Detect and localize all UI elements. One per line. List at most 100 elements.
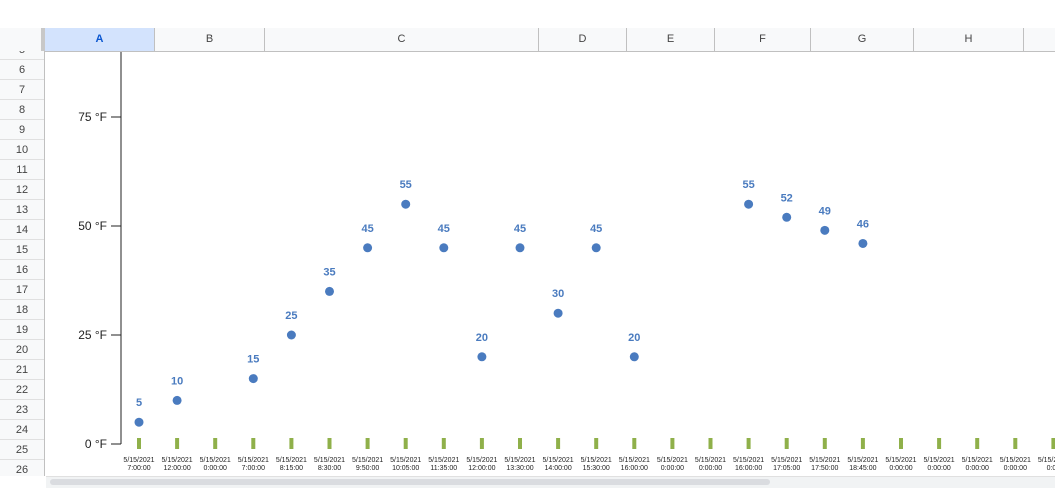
baseline-marker <box>327 438 332 449</box>
baseline-marker <box>708 438 713 449</box>
x-tick-time: 18:45:00 <box>849 465 876 472</box>
baseline-marker <box>746 438 751 449</box>
x-tick-date: 5/15/2021 <box>200 457 231 464</box>
column-header-b[interactable]: B <box>155 28 265 51</box>
baseline-marker <box>403 438 408 449</box>
row-header-22[interactable]: 22 <box>0 380 44 400</box>
sheet-grid[interactable]: 0 °F 25 °F 50 °F 75 °F 5/15/2021 7:00:00 5/15/… <box>46 52 1055 476</box>
row-header-13[interactable]: 13 <box>0 200 44 220</box>
scatter-chart[interactable]: 0 °F25 °F50 °F75 °F5/15/20217:00:005/15/… <box>46 52 1055 476</box>
row-header-10[interactable]: 10 <box>0 140 44 160</box>
x-tick-time: 8:30:00 <box>318 465 341 472</box>
x-tick-date: 5/15/2021 <box>428 457 459 464</box>
x-tick-time: 15:30:00 <box>583 465 610 472</box>
x-tick-date: 5/15/2021 <box>543 457 574 464</box>
data-label: 20 <box>628 332 640 344</box>
scrollbar-thumb[interactable] <box>50 479 770 485</box>
y-tick-label: 50 °F <box>78 219 107 233</box>
x-tick-time: 0:00 <box>1047 465 1055 472</box>
baseline-marker <box>213 438 218 449</box>
row-header-25[interactable]: 25 <box>0 440 44 460</box>
row-header-23[interactable]: 23 <box>0 400 44 420</box>
column-header-e[interactable]: E <box>627 28 715 51</box>
baseline-marker <box>632 438 637 449</box>
x-tick-date: 5/15/2021 <box>1000 457 1031 464</box>
x-tick-time: 0:00:00 <box>889 465 912 472</box>
data-point[interactable] <box>401 199 411 209</box>
baseline-marker <box>441 438 446 449</box>
data-label: 5 <box>136 397 142 409</box>
row-header-6[interactable]: 6 <box>0 60 44 80</box>
data-label: 10 <box>171 375 183 387</box>
row-header-7[interactable]: 7 <box>0 80 44 100</box>
x-tick-time: 16:00:00 <box>735 465 762 472</box>
horizontal-scrollbar[interactable] <box>46 476 1055 488</box>
data-point[interactable] <box>858 238 868 248</box>
row-header-21[interactable]: 21 <box>0 360 44 380</box>
row-header-24[interactable]: 24 <box>0 420 44 440</box>
baseline-marker <box>518 438 522 449</box>
row-header-26[interactable]: 26 <box>0 460 44 476</box>
column-header-f[interactable]: F <box>715 28 811 51</box>
x-tick-time: 0:00:00 <box>661 465 684 472</box>
data-point[interactable] <box>820 225 830 235</box>
column-header-h[interactable]: H <box>914 28 1024 51</box>
x-tick-time: 10:05:00 <box>392 465 419 472</box>
data-point[interactable] <box>363 243 373 253</box>
data-point[interactable] <box>515 243 525 253</box>
row-header-14[interactable]: 14 <box>0 220 44 240</box>
row-header-20[interactable]: 20 <box>0 340 44 360</box>
data-point[interactable] <box>477 352 487 362</box>
x-tick-time: 12:00:00 <box>163 465 190 472</box>
baseline-marker <box>784 438 789 449</box>
x-tick-time: 0:00:00 <box>204 465 227 472</box>
data-point[interactable] <box>629 352 639 362</box>
data-label: 55 <box>400 179 412 191</box>
data-point[interactable] <box>134 417 144 427</box>
column-header-d[interactable]: D <box>539 28 627 51</box>
data-point[interactable] <box>172 395 182 405</box>
row-header-15[interactable]: 15 <box>0 240 44 260</box>
row-header-16[interactable]: 16 <box>0 260 44 280</box>
row-header-11[interactable]: 11 <box>0 160 44 180</box>
row-header-8[interactable]: 8 <box>0 100 44 120</box>
row-header-5[interactable]: 5 <box>0 51 44 60</box>
row-header-17[interactable]: 17 <box>0 280 44 300</box>
x-tick-date: 5/15/2021 <box>771 457 802 464</box>
x-tick-date: 5/15/2021 <box>962 457 993 464</box>
column-header-next[interactable] <box>1024 28 1055 51</box>
data-point[interactable] <box>782 212 792 222</box>
x-tick-date: 5/15/2021 <box>504 457 535 464</box>
data-point[interactable] <box>286 330 296 340</box>
row-header-18[interactable]: 18 <box>0 300 44 320</box>
x-tick-time: 14:00:00 <box>544 465 571 472</box>
data-label: 49 <box>819 205 831 217</box>
column-header-c[interactable]: C <box>265 28 539 51</box>
x-tick-date: 5/15/2021 <box>619 457 650 464</box>
select-all-corner[interactable] <box>0 28 45 51</box>
x-tick-time: 13:30:00 <box>506 465 533 472</box>
x-tick-date: 5/15/2021 <box>581 457 612 464</box>
row-header-12[interactable]: 12 <box>0 180 44 200</box>
y-tick-label: 25 °F <box>78 328 107 342</box>
column-header-g[interactable]: G <box>811 28 914 51</box>
data-point[interactable] <box>325 286 334 296</box>
baseline-marker <box>822 438 827 449</box>
x-tick-time: 0:00:00 <box>1004 465 1027 472</box>
x-tick-time: 8:15:00 <box>280 465 303 472</box>
row-header-19[interactable]: 19 <box>0 320 44 340</box>
data-point[interactable] <box>744 199 754 209</box>
x-tick-date: 5/15/2021 <box>276 457 307 464</box>
x-tick-time: 7:00:00 <box>242 465 265 472</box>
x-tick-time: 12:00:00 <box>468 465 495 472</box>
baseline-marker <box>975 438 980 449</box>
row-header-9[interactable]: 9 <box>0 120 44 140</box>
data-label: 46 <box>857 218 869 230</box>
data-point[interactable] <box>553 308 563 318</box>
data-point[interactable] <box>591 243 601 253</box>
data-label: 35 <box>323 266 335 278</box>
data-point[interactable] <box>248 374 258 384</box>
column-header-a[interactable]: A <box>45 28 155 51</box>
data-label: 30 <box>552 288 564 300</box>
data-point[interactable] <box>439 243 449 253</box>
